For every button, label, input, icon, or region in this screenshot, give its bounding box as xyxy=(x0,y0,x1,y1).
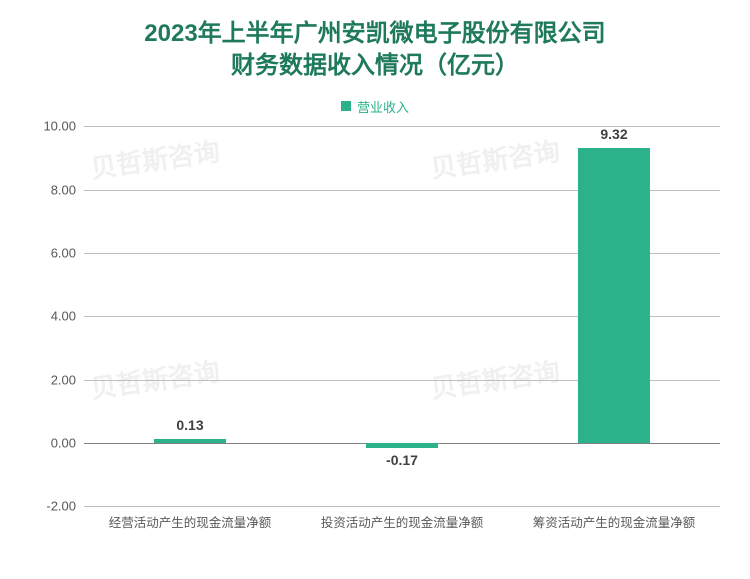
legend: 营业收入 xyxy=(30,97,720,117)
y-tick-label: 8.00 xyxy=(30,182,76,197)
bars-layer: 0.13 -0.17 9.32 xyxy=(84,126,720,506)
bar-value-label: -0.17 xyxy=(386,452,418,468)
bar-slot: 9.32 xyxy=(508,126,720,506)
x-tick-label: 筹资活动产生的现金流量净额 xyxy=(508,512,720,531)
chart-title: 2023年上半年广州安凯微电子股份有限公司 财务数据收入情况（亿元） xyxy=(30,18,720,83)
legend-item: 营业收入 xyxy=(341,97,409,116)
chart-title-line2: 财务数据收入情况（亿元） xyxy=(30,50,720,82)
bar-value-label: 9.32 xyxy=(600,126,627,142)
bar xyxy=(154,439,226,443)
chart-title-line1: 2023年上半年广州安凯微电子股份有限公司 xyxy=(30,18,720,50)
bar-value-label: 0.13 xyxy=(176,417,203,433)
y-axis: -2.000.002.004.006.008.0010.00 xyxy=(30,126,84,506)
y-tick-label: 4.00 xyxy=(30,309,76,324)
grid-line xyxy=(84,506,720,507)
x-tick-label: 经营活动产生的现金流量净额 xyxy=(84,512,296,531)
plot-area: -2.000.002.004.006.008.0010.00 0.13-0.17… xyxy=(30,126,720,506)
y-tick-label: -2.00 xyxy=(30,499,76,514)
bar xyxy=(578,148,650,443)
legend-swatch xyxy=(341,101,351,111)
bar xyxy=(366,443,438,448)
y-tick-label: 2.00 xyxy=(30,372,76,387)
x-axis-labels: 经营活动产生的现金流量净额投资活动产生的现金流量净额筹资活动产生的现金流量净额 xyxy=(84,512,720,531)
legend-label: 营业收入 xyxy=(357,97,409,116)
bar-slot: 0.13 xyxy=(84,126,296,506)
y-tick-label: 0.00 xyxy=(30,435,76,450)
y-tick-label: 10.00 xyxy=(30,119,76,134)
y-tick-label: 6.00 xyxy=(30,245,76,260)
chart-container: 贝哲斯咨询 贝哲斯咨询 贝哲斯咨询 贝哲斯咨询 2023年上半年广州安凯微电子股… xyxy=(0,0,750,579)
bar-slot: -0.17 xyxy=(296,126,508,506)
x-tick-label: 投资活动产生的现金流量净额 xyxy=(296,512,508,531)
